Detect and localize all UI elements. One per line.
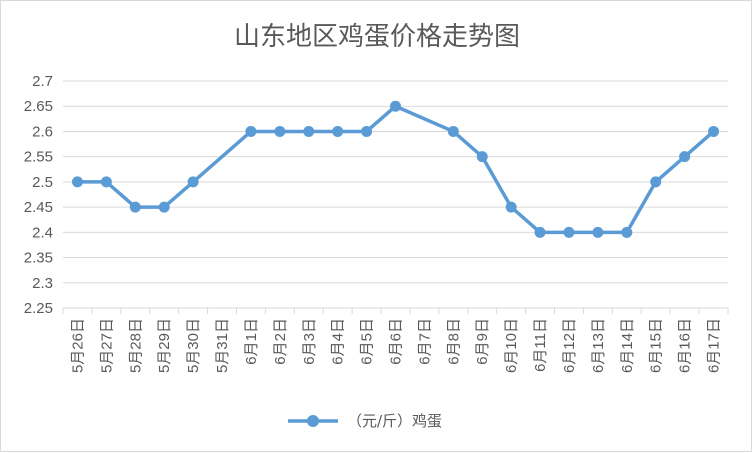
y-tick-label: 2.3 (32, 275, 53, 292)
x-tick-label: 6月4日 (330, 318, 347, 365)
data-point (505, 201, 517, 213)
x-tick-label: 5月28日 (127, 318, 144, 373)
x-tick-label: 6月2日 (272, 318, 289, 365)
x-tick-label: 6月14日 (619, 318, 636, 373)
x-tick-label: 6月3日 (301, 318, 318, 365)
x-tick-label: 6月15日 (648, 318, 665, 373)
series-layer (71, 100, 720, 238)
data-point (708, 125, 720, 137)
x-tick-label: 6月5日 (359, 318, 376, 365)
data-point (187, 176, 199, 188)
legend-swatch-marker (307, 415, 319, 427)
gridlines (63, 80, 728, 309)
data-point (332, 125, 344, 137)
x-tick-label: 5月26日 (69, 318, 86, 373)
data-point (245, 125, 257, 137)
data-point (650, 176, 662, 188)
x-tick-label: 6月17日 (706, 318, 723, 373)
data-point (563, 226, 575, 238)
data-point (158, 201, 170, 213)
data-point (679, 151, 691, 163)
y-tick-label: 2.4 (32, 224, 53, 241)
y-tick-label: 2.7 (32, 73, 53, 90)
data-point (390, 100, 401, 112)
x-tick-label: 5月29日 (156, 318, 173, 373)
y-tick-label: 2.25 (24, 300, 53, 317)
y-tick-label: 2.35 (24, 250, 53, 267)
x-tick-label: 6月12日 (561, 318, 578, 373)
y-axis-ticks: 2.25 2.3 2.35 2.4 2.45 2.5 2.55 2.6 2.65 2.7 (24, 73, 53, 317)
x-tick-label: 6月8日 (445, 318, 462, 365)
legend-label: （元/斤）鸡蛋 (347, 412, 442, 430)
data-point (621, 226, 633, 238)
x-tick-label: 6月11日 (532, 318, 549, 372)
y-tick-label: 2.55 (24, 149, 53, 166)
x-tick-label: 6月7日 (416, 318, 433, 365)
x-tick-label: 6月13日 (590, 318, 607, 373)
chart-title: 山东地区鸡蛋价格走势图 (234, 22, 520, 52)
x-tick-label: 6月10日 (503, 318, 520, 373)
x-tick-label: 6月6日 (388, 318, 405, 365)
series-line (75, 104, 716, 235)
x-tick-label: 6月9日 (474, 318, 491, 365)
data-point (129, 201, 141, 213)
x-axis-ticks: 5月26日 5月27日 5月28日 5月29日 5月30日 5月31日 6月1日 6月2日 6月… (62, 308, 729, 373)
data-point (274, 125, 286, 137)
y-tick-label: 2.65 (24, 98, 53, 115)
data-point (476, 151, 488, 163)
data-point (447, 125, 459, 137)
y-tick-label: 2.45 (24, 199, 53, 216)
y-tick-label: 2.5 (32, 174, 53, 191)
x-tick-label: 5月27日 (98, 318, 115, 373)
x-tick-label: 5月31日 (214, 318, 231, 373)
data-point (361, 125, 373, 137)
x-tick-label: 6月16日 (677, 318, 694, 373)
x-tick-label: 6月1日 (243, 318, 260, 365)
data-point (534, 226, 546, 238)
legend: （元/斤）鸡蛋 (288, 412, 442, 430)
x-tick-label: 5月30日 (185, 318, 202, 373)
data-point (100, 176, 112, 188)
data-point (592, 226, 604, 238)
data-point (71, 176, 83, 188)
data-point (303, 125, 315, 137)
y-tick-label: 2.6 (32, 123, 53, 140)
